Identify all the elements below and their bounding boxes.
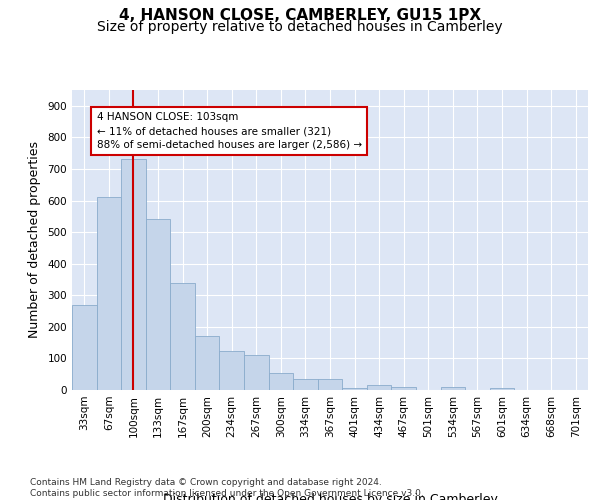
X-axis label: Distribution of detached houses by size in Camberley: Distribution of detached houses by size …: [163, 492, 497, 500]
Text: Contains HM Land Registry data © Crown copyright and database right 2024.
Contai: Contains HM Land Registry data © Crown c…: [30, 478, 424, 498]
Bar: [220, 350, 244, 390]
Bar: [269, 372, 293, 390]
Bar: [367, 386, 391, 390]
Bar: [170, 282, 195, 390]
Bar: [97, 198, 121, 390]
Text: 4, HANSON CLOSE, CAMBERLEY, GU15 1PX: 4, HANSON CLOSE, CAMBERLEY, GU15 1PX: [119, 8, 481, 22]
Bar: [244, 356, 269, 390]
Bar: [490, 388, 514, 390]
Bar: [121, 160, 146, 390]
Bar: [72, 304, 97, 390]
Bar: [440, 387, 465, 390]
Bar: [195, 336, 220, 390]
Bar: [318, 379, 342, 390]
Bar: [342, 388, 367, 390]
Bar: [293, 379, 318, 390]
Bar: [146, 220, 170, 390]
Text: Size of property relative to detached houses in Camberley: Size of property relative to detached ho…: [97, 20, 503, 34]
Text: 4 HANSON CLOSE: 103sqm
← 11% of detached houses are smaller (321)
88% of semi-de: 4 HANSON CLOSE: 103sqm ← 11% of detached…: [97, 112, 362, 150]
Bar: [391, 387, 416, 390]
Y-axis label: Number of detached properties: Number of detached properties: [28, 142, 41, 338]
